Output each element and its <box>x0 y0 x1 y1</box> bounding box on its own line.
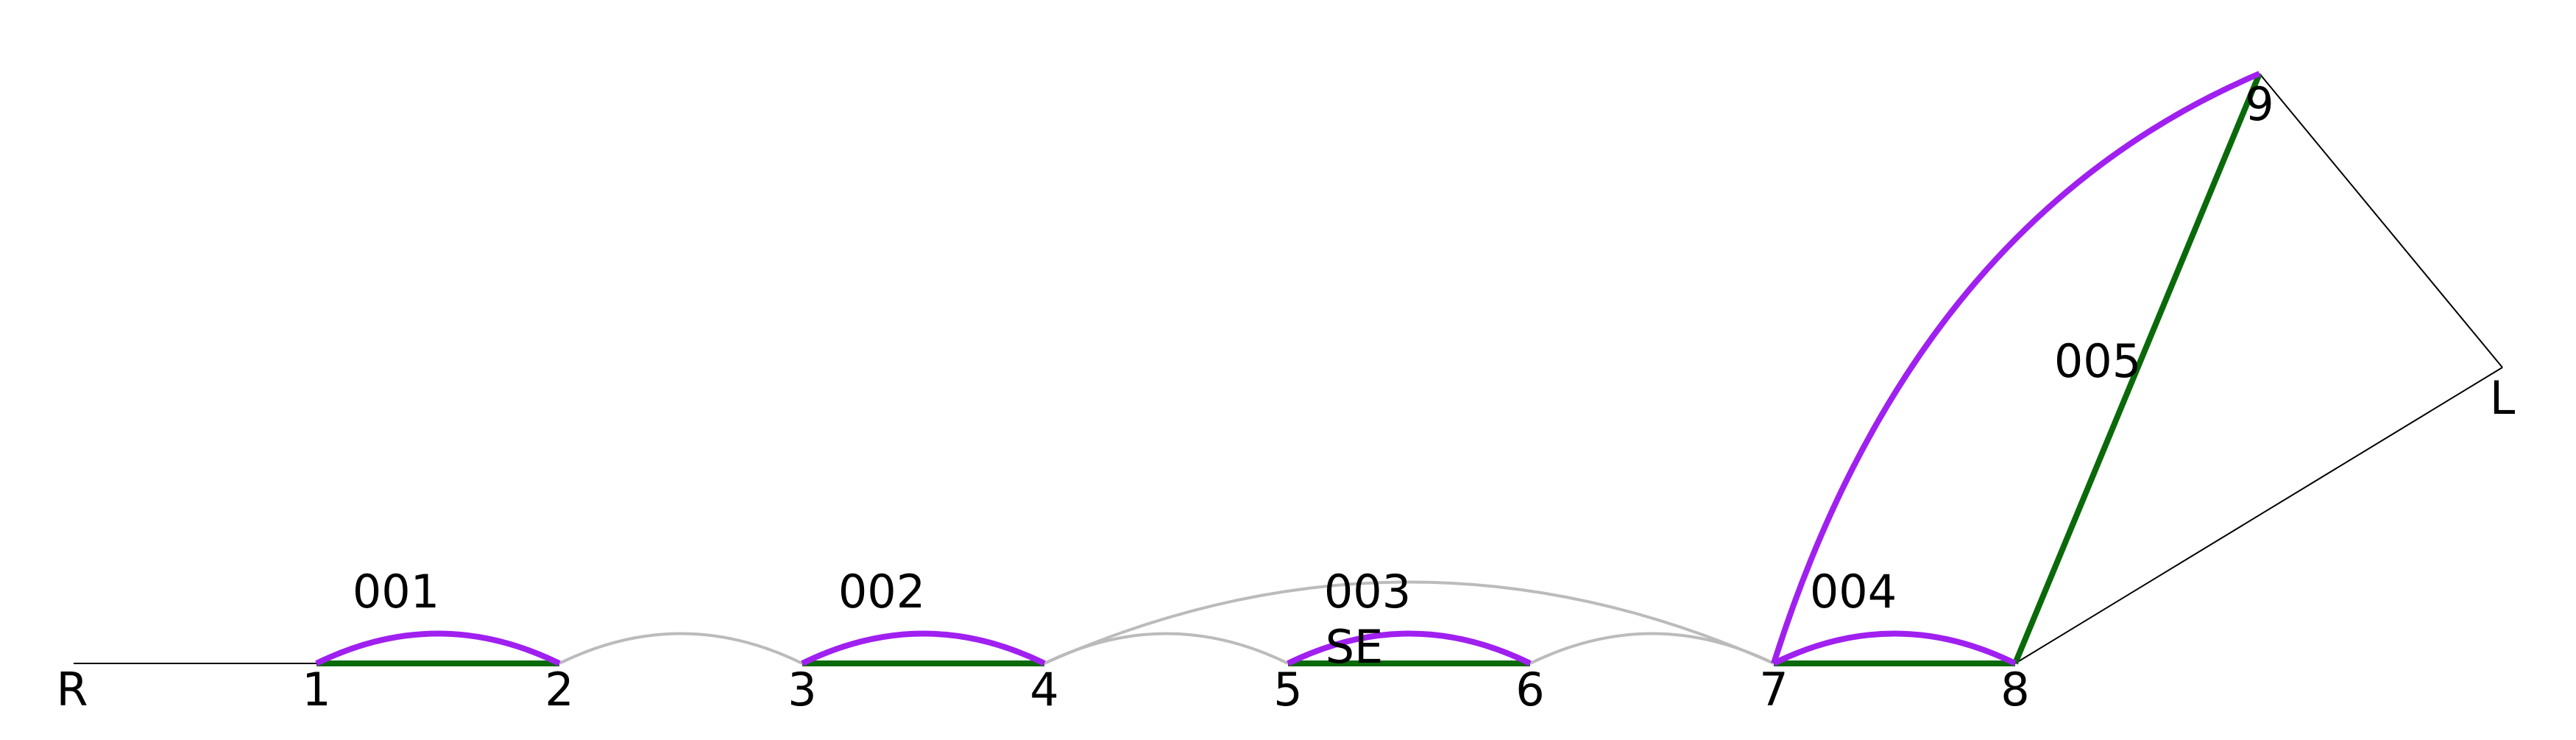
node-label-8: 8 <box>2000 663 2029 716</box>
node-label-1: 1 <box>302 663 330 716</box>
segment-label-005: 005 <box>2054 334 2141 388</box>
segment-label-003: 003 <box>1324 565 1411 619</box>
node-label-7: 7 <box>1759 663 1788 716</box>
edge-l-9 <box>2259 73 2503 368</box>
edge-8-l <box>2014 367 2503 664</box>
node-label-3: 3 <box>788 663 816 716</box>
node-label-6: 6 <box>1515 663 1544 716</box>
segment-label-004: 004 <box>1810 565 1897 619</box>
connector-arc-4-7 <box>1044 580 1774 665</box>
segment-001-arc <box>315 630 561 666</box>
se-annotation: SE <box>1326 620 1384 674</box>
node-label-9: 9 <box>2245 77 2274 131</box>
node-label-5: 5 <box>1273 663 1302 716</box>
node-label-l: L <box>2490 371 2516 425</box>
node-label-r: R <box>56 663 88 716</box>
segment-003-arc <box>1287 630 1532 666</box>
connector-arc-2-3 <box>559 632 803 665</box>
segment-002-arc <box>801 630 1046 666</box>
node-label-2: 2 <box>545 663 573 716</box>
segment-label-002: 002 <box>838 565 925 619</box>
segment-label-001: 001 <box>353 565 439 619</box>
segment-005-line <box>2012 72 2262 665</box>
segment-004-arc <box>1772 630 2017 666</box>
segment-005-arc <box>1771 71 2261 665</box>
node-label-4: 4 <box>1030 663 1058 716</box>
